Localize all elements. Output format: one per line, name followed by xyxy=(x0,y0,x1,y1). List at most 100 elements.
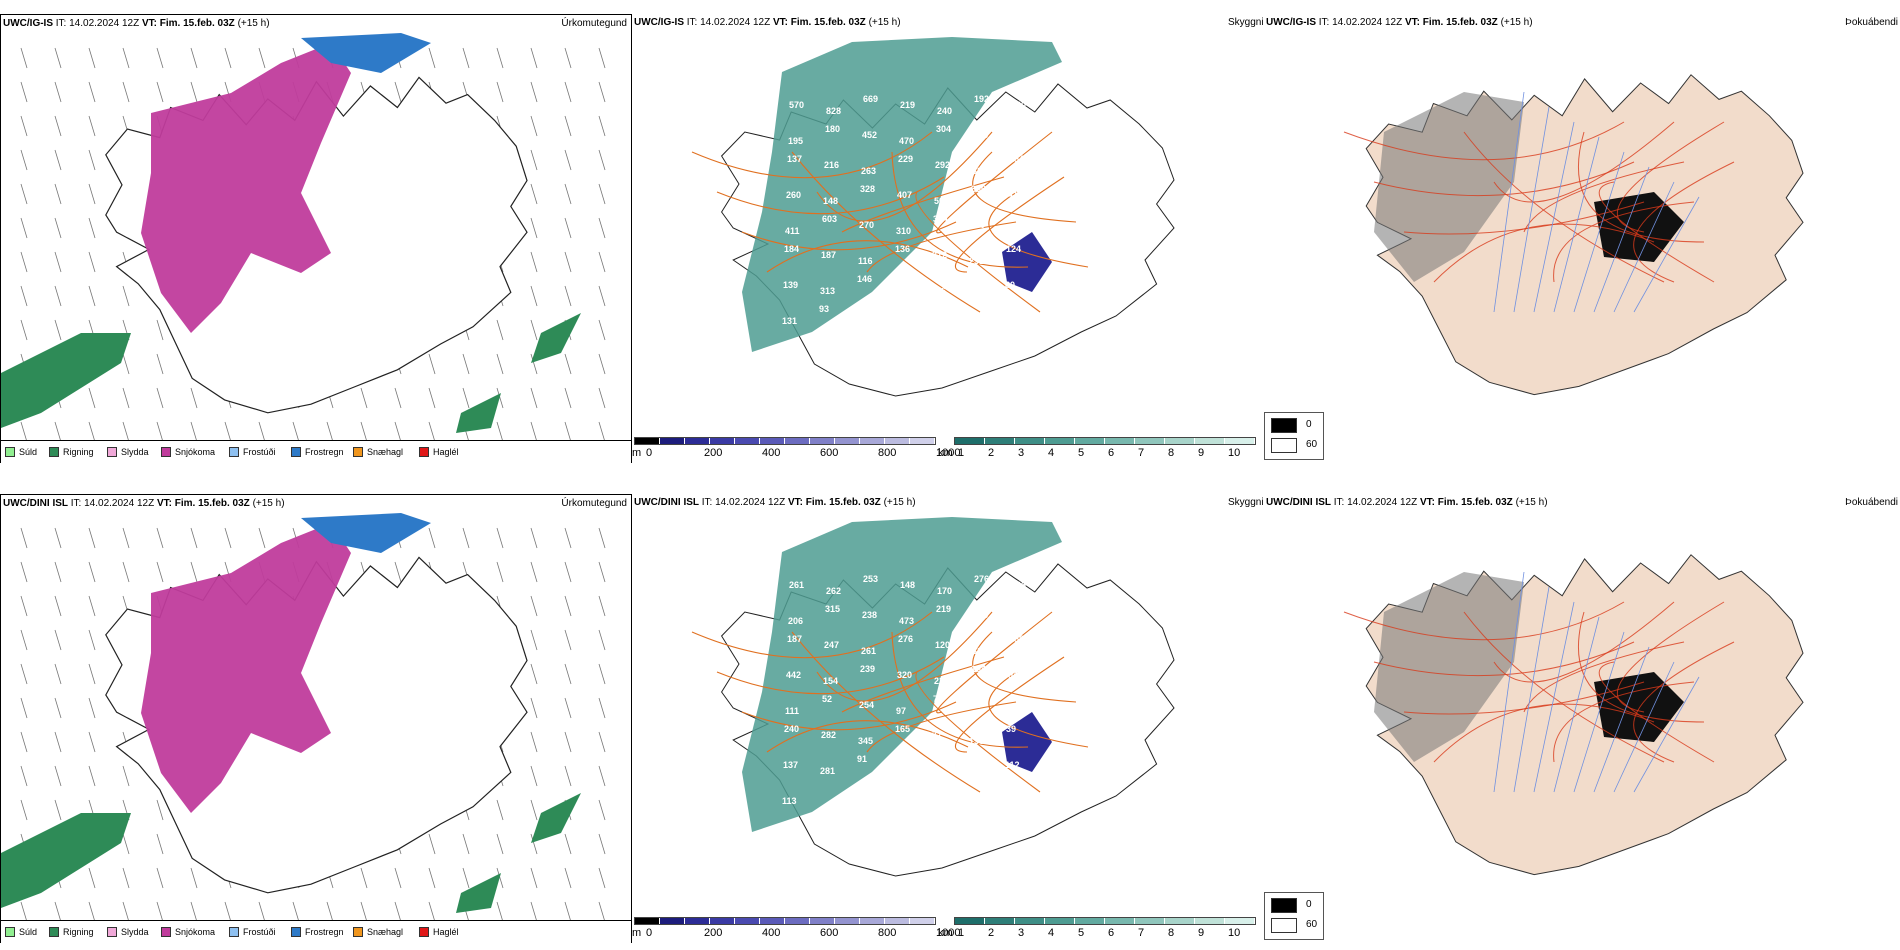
visibility-value: 93 xyxy=(819,304,829,314)
river-line xyxy=(1513,106,1550,313)
road-line xyxy=(1633,161,1735,283)
visibility-value: 261 xyxy=(789,580,804,590)
wind-barb xyxy=(54,319,62,341)
wind-barb xyxy=(20,663,28,685)
tick-label: 0 xyxy=(646,447,653,459)
wind-barb xyxy=(156,47,164,69)
visibility-value: 180 xyxy=(825,124,840,134)
river-line xyxy=(1573,631,1625,793)
wind-barb xyxy=(20,149,28,171)
legend-item: Haglél xyxy=(419,446,459,458)
wind-barb xyxy=(598,353,606,375)
wind-barb xyxy=(88,149,96,171)
unit-label: m xyxy=(632,927,642,939)
wind-barb xyxy=(156,527,164,549)
wind-barb xyxy=(88,387,96,409)
wind-barb xyxy=(360,901,368,923)
wind-barb xyxy=(496,421,504,443)
wind-barb xyxy=(156,867,164,889)
wind-barb xyxy=(20,217,28,239)
visibility-value: 251 xyxy=(969,256,984,266)
colorbar-cell xyxy=(635,918,660,924)
wind-barb xyxy=(20,183,28,205)
tick-label: 6 xyxy=(1108,447,1115,459)
fog-legend-swatch xyxy=(1271,898,1297,913)
wind-barb xyxy=(20,319,28,341)
wind-barb xyxy=(156,319,164,341)
wind-barb xyxy=(88,183,96,205)
colorbar-cell xyxy=(710,438,735,444)
rain-area xyxy=(531,793,581,843)
legend-label: Haglél xyxy=(433,447,459,457)
road-line xyxy=(1598,661,1715,763)
wind-barb xyxy=(224,421,232,443)
visibility-value: 136 xyxy=(895,244,910,254)
wind-barb xyxy=(20,697,28,719)
wind-barb xyxy=(598,285,606,307)
wind-barb xyxy=(360,387,368,409)
colorbar-cell xyxy=(955,438,985,444)
legend-label: Slydda xyxy=(121,927,149,937)
visibility-value: 276 xyxy=(974,574,989,584)
tick-label: 3 xyxy=(1018,927,1025,939)
fog-map xyxy=(1343,554,1804,876)
visibility-value: 146 xyxy=(857,274,872,284)
fog-legend-label: 60 xyxy=(1306,439,1318,450)
legend-swatch xyxy=(107,447,117,457)
colorbar-cell xyxy=(910,918,935,924)
legend-item: Haglél xyxy=(419,926,459,938)
wind-barb xyxy=(224,527,232,549)
tick-label: 200 xyxy=(704,927,723,939)
visibility-value: 376 xyxy=(931,286,946,296)
legend-swatch xyxy=(353,447,363,457)
wind-barb xyxy=(88,901,96,923)
wind-barb xyxy=(496,867,504,889)
wind-barb xyxy=(54,421,62,443)
visibility-value: 88 xyxy=(894,760,904,770)
wind-barb xyxy=(360,867,368,889)
visibility-value: 276 xyxy=(898,634,913,644)
wind-barb xyxy=(190,81,198,103)
wind-barb xyxy=(122,81,130,103)
visibility-value: 116 xyxy=(858,256,873,266)
road-line xyxy=(791,631,981,793)
wind-barb xyxy=(122,833,130,855)
wind-barb xyxy=(20,901,28,923)
visibility-value: 240 xyxy=(937,106,952,116)
road-line xyxy=(1616,121,1725,233)
road-line xyxy=(1373,161,1635,197)
tick-label: 1 xyxy=(958,447,965,459)
wind-barb xyxy=(88,421,96,443)
wind-barb xyxy=(530,47,538,69)
visibility-value: 253 xyxy=(863,574,878,584)
road-line xyxy=(936,131,1053,234)
legend-item: Rigning xyxy=(49,446,94,458)
road-line xyxy=(955,176,1065,273)
wind-barb xyxy=(530,527,538,549)
visibility-value: 240 xyxy=(784,724,799,734)
wind-barb xyxy=(462,387,470,409)
legend-label: Súld xyxy=(19,927,38,937)
wind-barb xyxy=(54,697,62,719)
wind-barb xyxy=(530,833,538,855)
road-line xyxy=(741,701,957,731)
visibility-value: 154 xyxy=(823,676,838,686)
tick-label: 400 xyxy=(762,447,781,459)
wind-barb xyxy=(564,387,572,409)
wind-barb xyxy=(462,353,470,375)
wind-barb xyxy=(88,765,96,787)
legend-swatch xyxy=(49,927,59,937)
legend-swatch xyxy=(419,927,429,937)
wind-barb xyxy=(496,81,504,103)
wind-barb xyxy=(428,527,436,549)
colorbar-cell xyxy=(635,438,660,444)
legend-item: Slydda xyxy=(107,446,149,458)
visibility-value: 473 xyxy=(899,616,914,626)
tick-label: 7 xyxy=(1138,447,1145,459)
wind-barb xyxy=(190,527,198,549)
wind-barb xyxy=(564,867,572,889)
wind-barb xyxy=(394,867,402,889)
river-line xyxy=(1553,136,1600,313)
tick-label: 10 xyxy=(1228,927,1241,939)
wind-barb xyxy=(530,799,538,821)
